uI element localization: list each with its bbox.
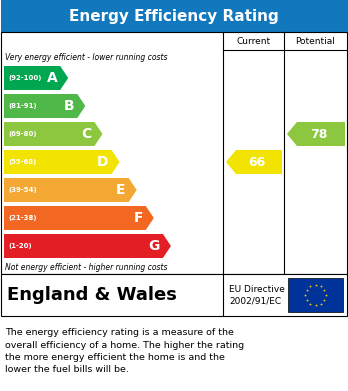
Text: (55-68): (55-68)	[8, 159, 36, 165]
Text: EU Directive
2002/91/EC: EU Directive 2002/91/EC	[229, 285, 285, 305]
Text: The energy efficiency rating is a measure of the
overall efficiency of a home. T: The energy efficiency rating is a measur…	[5, 328, 244, 375]
Text: England & Wales: England & Wales	[7, 286, 177, 304]
Polygon shape	[4, 206, 154, 230]
Text: C: C	[81, 127, 92, 141]
Text: (81-91): (81-91)	[8, 103, 37, 109]
Text: (39-54): (39-54)	[8, 187, 37, 193]
Text: Energy Efficiency Rating: Energy Efficiency Rating	[69, 9, 279, 23]
Bar	[1, 32, 347, 274]
Text: A: A	[46, 71, 57, 85]
Bar	[1, 0, 348, 32]
Text: Very energy efficient - lower running costs: Very energy efficient - lower running co…	[5, 54, 167, 63]
Text: F: F	[133, 211, 143, 225]
Bar	[288, 278, 343, 312]
Text: Potential: Potential	[295, 36, 335, 45]
Text: G: G	[149, 239, 160, 253]
Polygon shape	[4, 150, 120, 174]
Polygon shape	[287, 122, 345, 146]
Text: Current: Current	[236, 36, 270, 45]
Polygon shape	[4, 66, 68, 90]
Bar	[1, 274, 347, 316]
Text: D: D	[97, 155, 109, 169]
Text: (1-20): (1-20)	[8, 243, 32, 249]
Polygon shape	[4, 94, 85, 118]
Text: B: B	[64, 99, 74, 113]
Text: 66: 66	[248, 156, 265, 169]
Text: E: E	[116, 183, 126, 197]
Text: Not energy efficient - higher running costs: Not energy efficient - higher running co…	[5, 262, 167, 271]
Polygon shape	[4, 122, 102, 146]
Text: 78: 78	[310, 127, 327, 140]
Text: (21-38): (21-38)	[8, 215, 37, 221]
Text: (69-80): (69-80)	[8, 131, 37, 137]
Polygon shape	[4, 234, 171, 258]
Text: (92-100): (92-100)	[8, 75, 41, 81]
Polygon shape	[4, 178, 137, 202]
Polygon shape	[226, 150, 282, 174]
